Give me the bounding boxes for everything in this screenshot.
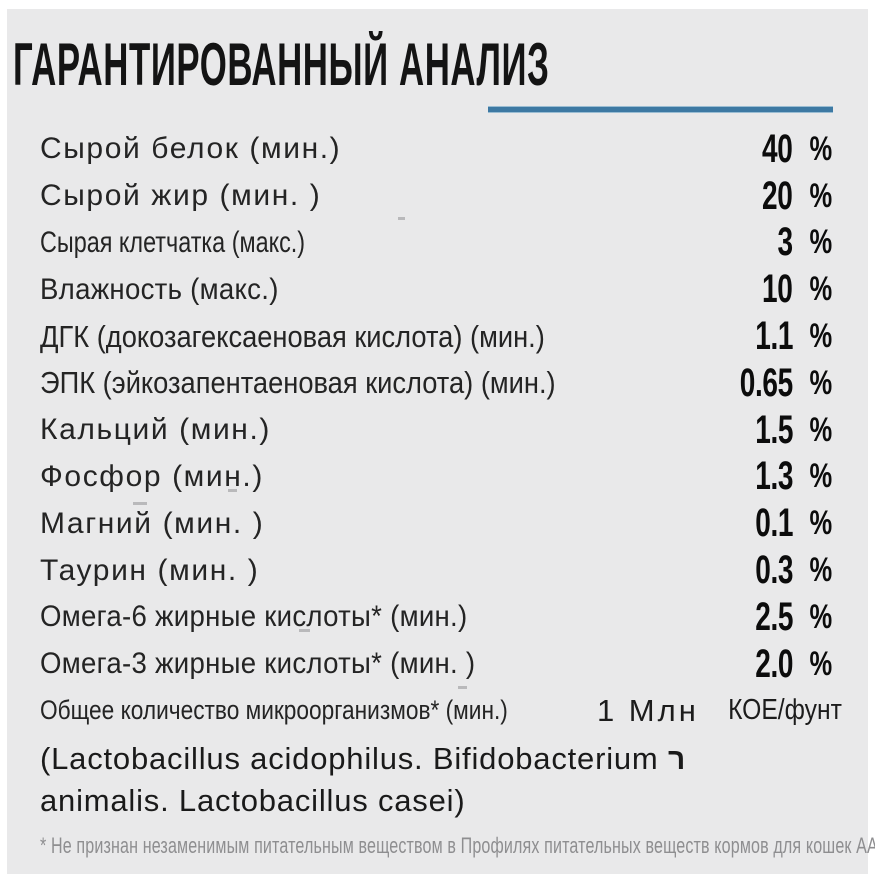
stray-glyph: ר <box>667 743 687 776</box>
row-value: 40 <box>762 126 793 171</box>
row-value-group: 1 Млн КОЕ/фунт <box>597 693 842 729</box>
page-title: ГАРАНТИРОВАННЫЙ АНАЛИЗ <box>13 31 550 98</box>
row-unit: % <box>809 223 832 262</box>
row-value: 1.1 <box>754 314 793 359</box>
row-value: 3 <box>777 220 794 265</box>
table-row: Таурин (мин. ) 0.3 % <box>0 547 875 594</box>
row-value-group: 20 % <box>749 174 832 219</box>
row-unit: % <box>809 597 832 636</box>
aafco-footnote: * Не признан незаменимым питательным вещ… <box>40 833 875 858</box>
row-label: Фосфор (мин.) <box>40 459 264 493</box>
row-unit: % <box>809 317 832 356</box>
row-label: Сырой белок (мин.) <box>40 132 342 166</box>
row-unit: % <box>809 644 832 683</box>
row-value-group: 2.0 % <box>739 642 832 687</box>
scan-artifact <box>299 629 310 632</box>
row-label: ДГК (докозагексаеновая кислота) (мин.) <box>40 318 545 354</box>
table-row: Сырая клетчатка (макс.) 3 % <box>0 220 875 267</box>
row-value-group: 1.3 % <box>739 454 832 499</box>
table-row: Влажность (макс.) 10 % <box>0 266 875 313</box>
row-label: Влажность (макс.) <box>40 272 279 306</box>
row-label: ЭПК (эйкозапентаеновая кислота) (мин.) <box>40 365 556 401</box>
row-value-group: 2.5 % <box>739 595 832 640</box>
table-row: Кальций (мин.) 1.5 % <box>0 407 875 454</box>
row-value-group: 3 % <box>771 220 832 265</box>
table-row: Омега-6 жирные кислоты* (мин.) 2.5 % <box>0 594 875 641</box>
title-underline <box>488 106 833 113</box>
row-label: Магний (мин. ) <box>40 506 265 540</box>
table-row: Сырой жир (мин. ) 20 % <box>0 173 875 220</box>
row-label: Таурин (мин. ) <box>40 553 260 587</box>
bacteria-line-2: animalis. Lactobacillus casei) <box>40 783 466 818</box>
row-label: Омега-3 жирные кислоты* (мин. ) <box>40 647 476 681</box>
label-panel <box>7 9 868 874</box>
row-value: 1 Млн <box>596 692 699 728</box>
row-unit: % <box>809 504 832 543</box>
row-value: 0.3 <box>754 548 793 593</box>
row-unit: КОЕ/фунт <box>727 694 842 727</box>
row-unit: % <box>809 176 832 215</box>
row-label: Общее количество микроорганизмов* (мин.) <box>40 695 508 726</box>
row-unit: % <box>809 551 832 590</box>
table-row: Фосфор (мин.) 1.3 % <box>0 454 875 501</box>
bacteria-line-1: (Lactobacillus acidophilus. Bifidobacter… <box>40 741 687 776</box>
row-label: Омега-6 жирные кислоты* (мин.) <box>40 600 468 634</box>
table-row: ДГК (докозагексаеновая кислота) (мин.) 1… <box>0 313 875 360</box>
table-row: Омега-3 жирные кислоты* (мин. ) 2.0 % <box>0 641 875 688</box>
row-unit: % <box>809 363 832 402</box>
row-label: Кальций (мин.) <box>40 413 271 447</box>
scan-artifact <box>458 686 467 689</box>
row-value-group: 1.1 % <box>739 314 832 359</box>
row-value-group: 1.5 % <box>739 408 832 453</box>
row-value: 2.0 <box>754 641 793 686</box>
table-row: Общее количество микроорганизмов* (мин.)… <box>0 688 875 735</box>
row-value-group: 10 % <box>749 267 832 312</box>
row-label: Сырая клетчатка (макс.) <box>40 225 306 259</box>
row-unit: % <box>809 457 832 496</box>
row-value: 0.65 <box>739 360 793 405</box>
row-value: 10 <box>762 267 793 312</box>
row-value-group: 40 % <box>749 127 832 172</box>
row-value-group: 0.3 % <box>739 548 832 593</box>
row-value: 20 <box>762 173 793 218</box>
row-value: 2.5 <box>754 594 793 639</box>
table-row: Сырой белок (мин.) 40 % <box>0 126 875 173</box>
row-value: 0.1 <box>754 501 793 546</box>
scan-artifact <box>398 217 405 220</box>
row-unit: % <box>809 270 832 309</box>
row-value: 1.5 <box>754 407 793 452</box>
row-label: Сырой жир (мин. ) <box>40 179 322 213</box>
row-unit: % <box>809 129 832 168</box>
table-row: ЭПК (эйкозапентаеновая кислота) (мин.) 0… <box>0 360 875 407</box>
row-value: 1.3 <box>754 454 793 499</box>
row-unit: % <box>809 410 832 449</box>
row-value-group: 0.65 % <box>717 361 832 406</box>
scan-artifact <box>228 489 237 492</box>
table-row: Магний (мин. ) 0.1 % <box>0 500 875 547</box>
bacteria-note: (Lactobacillus acidophilus. Bifidobacter… <box>40 738 686 821</box>
scan-artifact <box>133 502 147 505</box>
analysis-rows: Сырой белок (мин.) 40 % Сырой жир (мин. … <box>0 126 875 734</box>
row-value-group: 0.1 % <box>739 501 832 546</box>
